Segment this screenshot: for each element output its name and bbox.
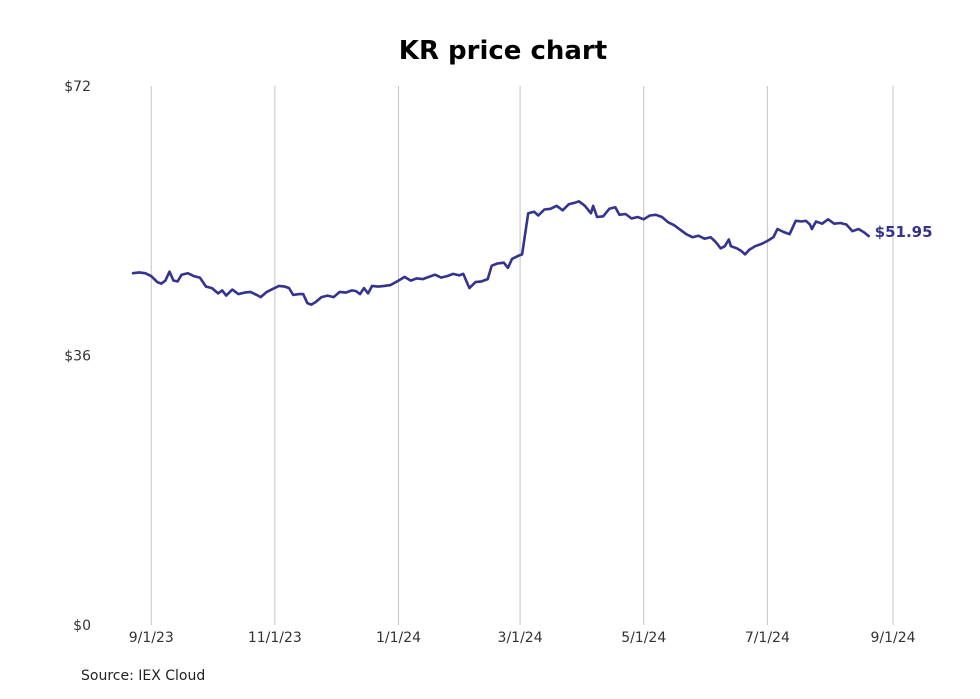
x-axis-ticks: 9/1/23 11/1/23 1/1/24 3/1/24 5/1/24 7/1/24 9/1… xyxy=(129,630,916,646)
x-tick-label: 9/1/24 xyxy=(870,630,915,646)
x-tick-label: 1/1/24 xyxy=(376,630,421,646)
source-note: Source: IEX Cloud xyxy=(81,668,206,684)
chart-title: KR price chart xyxy=(399,36,607,66)
x-tick-label: 5/1/24 xyxy=(621,630,666,646)
y-tick-label: $36 xyxy=(64,349,91,365)
x-tick-label: 11/1/23 xyxy=(248,630,302,646)
y-tick-label: $0 xyxy=(73,618,91,634)
x-tick-label: 3/1/24 xyxy=(498,630,543,646)
y-tick-label: $72 xyxy=(64,79,91,95)
x-tick-label: 9/1/23 xyxy=(129,630,174,646)
gridlines xyxy=(150,86,894,625)
price-line xyxy=(131,200,870,306)
last-price-label: $51.95 xyxy=(875,223,933,241)
x-tick-label: 7/1/24 xyxy=(745,630,790,646)
y-axis-ticks: $0 $36 $72 xyxy=(64,79,91,634)
